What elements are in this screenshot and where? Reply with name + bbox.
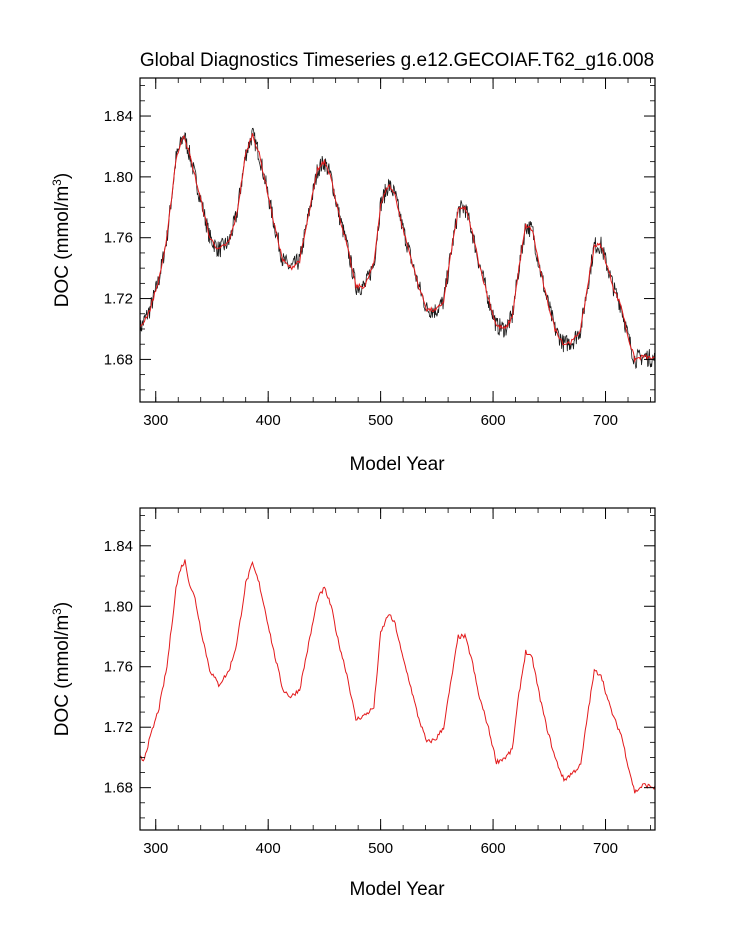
timeseries-panel-top: 300 400 500 600 700 1.68 1.72 1.76 1.80 1.84 DOC … <box>50 77 656 475</box>
plot-frame-top <box>139 77 656 403</box>
x-tick-label: 300 <box>143 840 168 857</box>
y-tick-label: 1.68 <box>104 780 133 797</box>
y-axis-label-bottom: DOC (mmol/m3) <box>50 602 73 736</box>
y-tick-label: 1.72 <box>104 291 133 308</box>
y-tick-label: 1.76 <box>104 659 133 676</box>
y-tick-label: 1.80 <box>104 598 133 615</box>
y-tick-label: 1.76 <box>104 230 133 247</box>
x-axis-label-bottom: Model Year <box>349 879 445 900</box>
timeseries-panel-bottom: 300 400 500 600 700 1.68 1.72 1.76 1.80 1.84 DOC … <box>50 507 656 900</box>
y-tick-label: 1.84 <box>104 538 133 555</box>
x-tick-label: 700 <box>593 412 618 429</box>
series-line-monthly <box>139 127 656 370</box>
x-tick-label: 400 <box>256 840 281 857</box>
x-tick-label: 400 <box>256 412 281 429</box>
series-line-annual-mean <box>139 559 656 794</box>
y-tick-label: 1.80 <box>104 169 133 186</box>
x-tick-label: 300 <box>143 412 168 429</box>
x-axis-label-top: Model Year <box>349 454 445 475</box>
x-tick-label: 500 <box>368 840 393 857</box>
figure-title: Global Diagnostics Timeseries g.e12.GECO… <box>140 50 654 71</box>
y-tick-label: 1.68 <box>104 351 133 368</box>
x-tick-label: 500 <box>368 412 393 429</box>
y-axis-label-top: DOC (mmol/m3) <box>50 173 73 307</box>
y-tick-label: 1.72 <box>104 719 133 736</box>
x-tick-label: 600 <box>481 412 506 429</box>
series-line-annual-mean <box>139 133 656 364</box>
x-tick-label: 700 <box>593 840 618 857</box>
plot-frame-bottom <box>139 507 656 831</box>
y-tick-label: 1.84 <box>104 108 133 125</box>
x-tick-label: 600 <box>481 840 506 857</box>
